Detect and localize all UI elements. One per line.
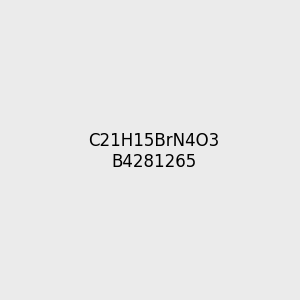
Text: C21H15BrN4O3
B4281265: C21H15BrN4O3 B4281265 [88,132,219,171]
